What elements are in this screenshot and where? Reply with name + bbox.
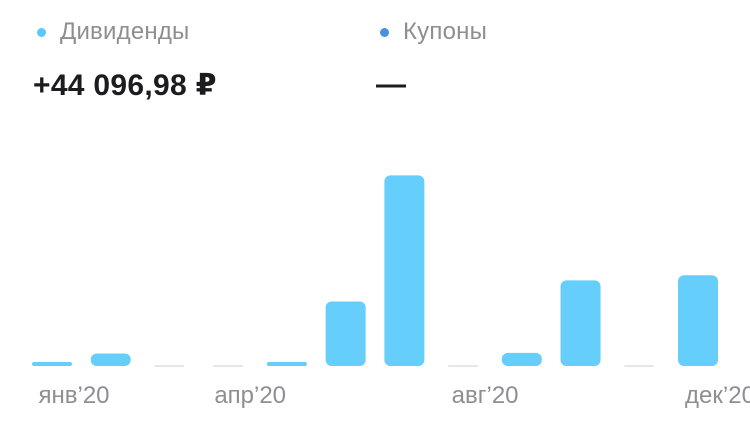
x-tick-label: авг’20 xyxy=(452,382,519,409)
empty-bar-3 xyxy=(213,365,244,367)
coupons-label: Купоны xyxy=(403,18,488,45)
dividends-label: Дивиденды xyxy=(60,18,190,45)
bar-4[interactable] xyxy=(266,362,307,366)
x-tick-label: дек’20 xyxy=(685,382,750,409)
empty-bar-7 xyxy=(448,365,479,367)
empty-bar-2 xyxy=(154,365,185,367)
legend-coupons: Купоны xyxy=(380,18,487,46)
x-tick-label: янв’20 xyxy=(38,382,109,409)
bar-6[interactable] xyxy=(384,175,425,366)
empty-bar-10 xyxy=(624,365,655,367)
x-tick-label: апр’20 xyxy=(214,382,286,409)
bar-5[interactable] xyxy=(325,301,366,366)
coupons-dot-icon xyxy=(380,27,389,37)
legend-dividends: Дивиденды xyxy=(37,18,189,46)
dividends-total: +44 096,98 ₽ xyxy=(33,69,217,102)
bar-8[interactable] xyxy=(501,352,542,366)
bar-11[interactable] xyxy=(678,275,718,366)
coupons-total: — xyxy=(376,68,407,101)
bar-9[interactable] xyxy=(560,280,601,366)
bar-0[interactable] xyxy=(32,362,72,366)
dividends-dot-icon xyxy=(37,27,46,37)
bar-1[interactable] xyxy=(90,353,131,366)
